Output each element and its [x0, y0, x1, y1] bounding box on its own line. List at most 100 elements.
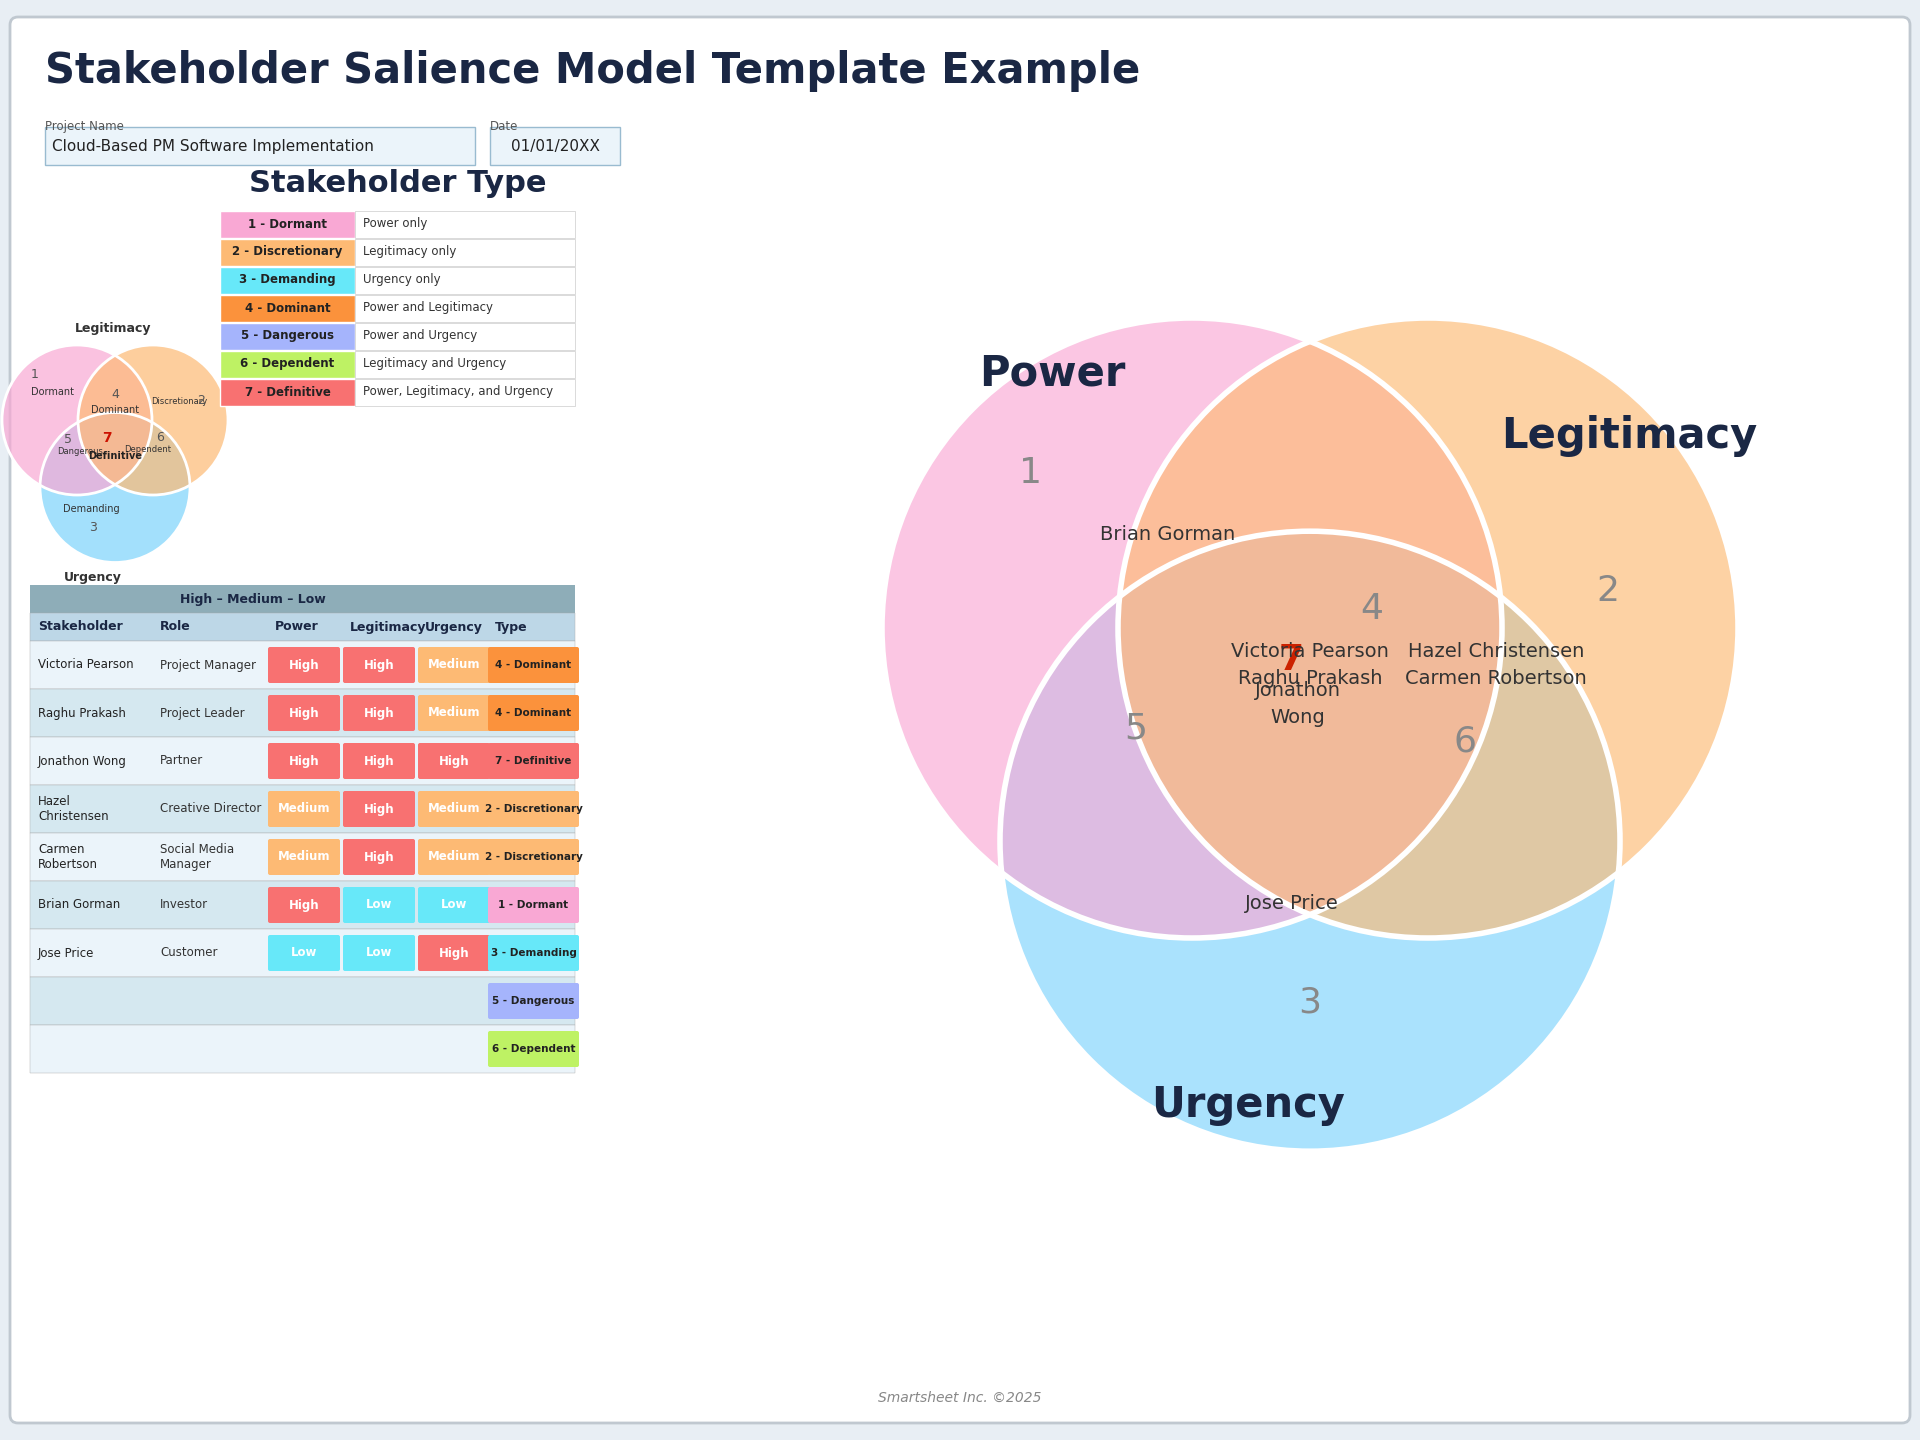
FancyBboxPatch shape: [221, 239, 355, 266]
Text: 6 - Dependent: 6 - Dependent: [240, 357, 334, 370]
FancyBboxPatch shape: [221, 212, 355, 238]
Text: Demanding: Demanding: [63, 504, 119, 514]
Text: 01/01/20XX: 01/01/20XX: [511, 138, 599, 154]
FancyBboxPatch shape: [31, 585, 574, 613]
Text: High: High: [438, 755, 468, 768]
FancyBboxPatch shape: [221, 379, 355, 406]
FancyBboxPatch shape: [344, 935, 415, 971]
Text: Social Media
Manager: Social Media Manager: [159, 842, 234, 871]
Text: Power, Legitimacy, and Urgency: Power, Legitimacy, and Urgency: [363, 386, 553, 399]
FancyBboxPatch shape: [355, 351, 574, 377]
FancyBboxPatch shape: [31, 832, 574, 881]
Text: 3 - Demanding: 3 - Demanding: [492, 948, 576, 958]
Text: 1 - Dormant: 1 - Dormant: [248, 217, 326, 230]
Text: High: High: [363, 707, 394, 720]
Text: High: High: [288, 899, 319, 912]
FancyBboxPatch shape: [269, 647, 340, 683]
Text: Jonathon Wong: Jonathon Wong: [38, 755, 127, 768]
Text: 7: 7: [1279, 644, 1304, 677]
FancyBboxPatch shape: [355, 323, 574, 350]
FancyBboxPatch shape: [355, 266, 574, 294]
FancyBboxPatch shape: [31, 785, 574, 832]
Text: Stakeholder: Stakeholder: [38, 621, 123, 634]
Text: Dormant: Dormant: [31, 387, 75, 397]
FancyBboxPatch shape: [490, 127, 620, 166]
Text: Legitimacy and Urgency: Legitimacy and Urgency: [363, 357, 507, 370]
Text: 1: 1: [1020, 456, 1043, 490]
FancyBboxPatch shape: [31, 737, 574, 785]
Text: Project Name: Project Name: [44, 120, 125, 132]
FancyBboxPatch shape: [355, 379, 574, 406]
Text: Medium: Medium: [428, 658, 480, 671]
Circle shape: [1117, 318, 1738, 937]
Text: High: High: [288, 658, 319, 671]
FancyBboxPatch shape: [269, 696, 340, 732]
Text: Jose Price: Jose Price: [38, 946, 94, 959]
FancyBboxPatch shape: [419, 647, 490, 683]
Text: 7 - Definitive: 7 - Definitive: [495, 756, 572, 766]
Text: Urgency: Urgency: [1152, 1084, 1344, 1126]
Text: Creative Director: Creative Director: [159, 802, 261, 815]
Text: 4: 4: [1361, 592, 1384, 626]
Text: Medium: Medium: [278, 802, 330, 815]
FancyBboxPatch shape: [31, 881, 574, 929]
FancyBboxPatch shape: [344, 743, 415, 779]
Text: Low: Low: [367, 899, 392, 912]
Text: High: High: [363, 851, 394, 864]
FancyBboxPatch shape: [344, 791, 415, 827]
FancyBboxPatch shape: [10, 17, 1910, 1423]
Text: High: High: [438, 946, 468, 959]
Text: 5: 5: [1125, 711, 1148, 746]
Text: Urgency: Urgency: [63, 570, 121, 583]
Circle shape: [881, 318, 1501, 937]
FancyBboxPatch shape: [269, 887, 340, 923]
Text: Legitimacy: Legitimacy: [1501, 415, 1757, 456]
FancyBboxPatch shape: [269, 840, 340, 876]
Text: 2: 2: [1596, 573, 1619, 608]
FancyBboxPatch shape: [355, 212, 574, 238]
Text: Power only: Power only: [363, 217, 428, 230]
Text: 1: 1: [31, 367, 38, 380]
Text: Hazel
Christensen: Hazel Christensen: [38, 795, 109, 824]
Text: Power and Legitimacy: Power and Legitimacy: [363, 301, 493, 314]
Text: Medium: Medium: [428, 707, 480, 720]
Text: Jose Price: Jose Price: [1244, 894, 1338, 913]
FancyBboxPatch shape: [488, 1031, 580, 1067]
Text: Medium: Medium: [278, 851, 330, 864]
FancyBboxPatch shape: [488, 647, 580, 683]
FancyBboxPatch shape: [31, 976, 574, 1025]
FancyBboxPatch shape: [44, 127, 474, 166]
FancyBboxPatch shape: [355, 239, 574, 266]
Text: 4: 4: [111, 387, 119, 400]
Text: Customer: Customer: [159, 946, 217, 959]
Text: Medium: Medium: [428, 851, 480, 864]
Text: Raghu Prakash: Raghu Prakash: [38, 707, 127, 720]
FancyBboxPatch shape: [488, 791, 580, 827]
Text: High: High: [363, 658, 394, 671]
Text: Definitive: Definitive: [88, 451, 142, 461]
FancyBboxPatch shape: [488, 743, 580, 779]
FancyBboxPatch shape: [419, 887, 490, 923]
FancyBboxPatch shape: [31, 688, 574, 737]
Text: 3 - Demanding: 3 - Demanding: [240, 274, 336, 287]
FancyBboxPatch shape: [31, 1025, 574, 1073]
Text: Project Leader: Project Leader: [159, 707, 244, 720]
Text: 4 - Dominant: 4 - Dominant: [495, 660, 572, 670]
Text: Low: Low: [442, 899, 467, 912]
FancyBboxPatch shape: [269, 935, 340, 971]
FancyBboxPatch shape: [488, 887, 580, 923]
Circle shape: [2, 346, 152, 495]
FancyBboxPatch shape: [488, 696, 580, 732]
Text: Carmen
Robertson: Carmen Robertson: [38, 842, 98, 871]
Text: Investor: Investor: [159, 899, 207, 912]
Circle shape: [40, 412, 190, 563]
Text: High – Medium – Low: High – Medium – Low: [180, 592, 324, 605]
Text: High: High: [363, 755, 394, 768]
Text: Cloud-Based PM Software Implementation: Cloud-Based PM Software Implementation: [52, 138, 374, 154]
FancyBboxPatch shape: [344, 840, 415, 876]
Text: 2 - Discretionary: 2 - Discretionary: [484, 852, 582, 863]
FancyBboxPatch shape: [488, 935, 580, 971]
FancyBboxPatch shape: [344, 887, 415, 923]
Text: Power: Power: [979, 353, 1125, 395]
Text: High: High: [363, 802, 394, 815]
